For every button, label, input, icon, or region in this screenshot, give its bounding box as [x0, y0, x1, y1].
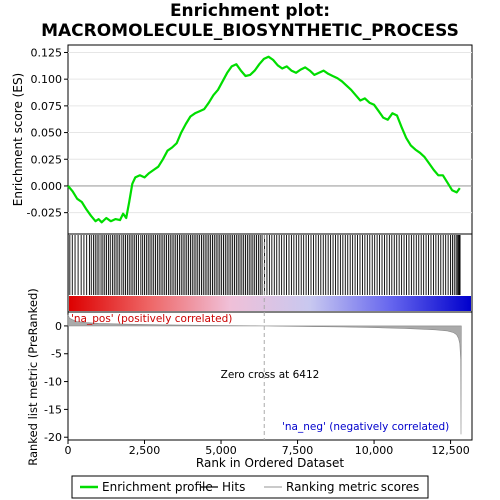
metric-xtick-label: 2,500 — [129, 444, 161, 457]
rank-colorbar — [69, 296, 471, 311]
es-ytick-label: 0.125 — [31, 46, 63, 59]
chart-title-line2: MACROMOLECULE_BIOSYNTHETIC_PROCESS — [41, 21, 459, 41]
enrichment-profile-line — [67, 55, 461, 224]
metric-ytick-label: -15 — [44, 403, 62, 416]
metric-ylabel: Ranked list metric (PreRanked) — [26, 288, 40, 466]
metric-ytick-label: -20 — [44, 431, 62, 444]
es-ytick-label: 0.075 — [31, 100, 63, 113]
es-frame — [67, 44, 473, 235]
metric-xlabel: Rank in Ordered Dataset — [196, 456, 344, 470]
legend-label: Hits — [222, 480, 245, 494]
es-ytick-label: -0.025 — [27, 207, 62, 220]
pos-label: 'na_pos' (positively correlated) — [71, 313, 232, 325]
metric-panel: 0 -5 -10 -15 -20 'na_pos' (positively correla… — [26, 235, 473, 470]
es-ylabel: Enrichment score (ES) — [11, 73, 25, 206]
legend-label: Enrichment profile — [102, 480, 213, 494]
es-ytick-label: 0.100 — [31, 73, 63, 86]
zero-cross-label: Zero cross at 6412 — [221, 369, 320, 381]
chart-title-line1: Enrichment plot: — [169, 1, 331, 21]
hits-panel — [67, 233, 473, 313]
metric-xtick-label: 10,000 — [355, 444, 394, 457]
metric-frame — [67, 311, 473, 441]
neg-label: 'na_neg' (negatively correlated) — [282, 421, 449, 433]
metric-area — [67, 314, 462, 435]
metric-ytick-label: -5 — [51, 348, 62, 361]
es-panel: -0.025 0.000 0.025 0.050 0.075 0.100 0.125 Enri… — [11, 44, 473, 235]
legend-label: Ranking metric scores — [286, 480, 419, 494]
legend-box — [71, 475, 429, 499]
metric-xtick-label: 12,500 — [431, 444, 470, 457]
metric-ytick-label: -10 — [44, 376, 62, 389]
es-ytick-label: 0.050 — [31, 127, 63, 140]
es-ytick-label: 0.025 — [31, 153, 63, 166]
legend: Enrichment profile Hits Ranking metric sco… — [71, 475, 429, 499]
metric-xtick-label: 0 — [65, 444, 72, 457]
es-ytick-label: 0.000 — [31, 180, 63, 193]
metric-xtick-label: 5,000 — [205, 444, 237, 457]
metric-ytick-label: 0 — [55, 320, 62, 333]
chart-title: Enrichment plot: MACROMOLECULE_BIOSYNTHE… — [0, 1, 500, 41]
metric-xtick-label: 7,500 — [282, 444, 314, 457]
